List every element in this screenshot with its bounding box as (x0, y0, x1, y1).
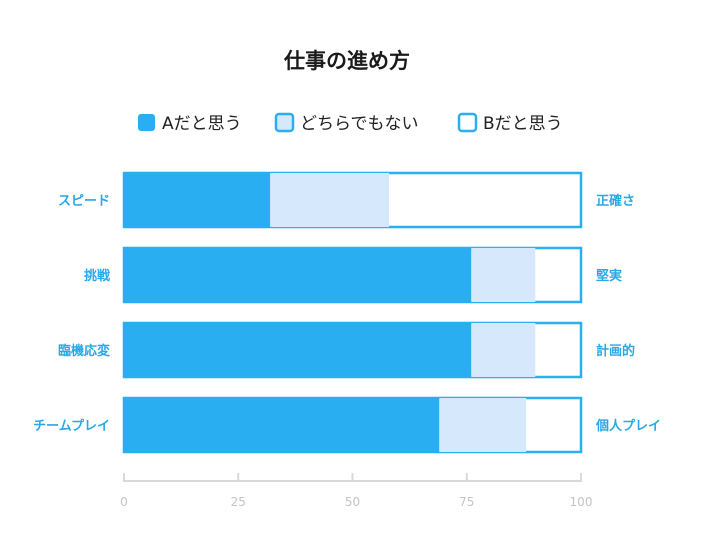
bar-segment-0-1 (270, 173, 390, 227)
category-label-right-1: 堅実 (596, 268, 622, 284)
x-tick-label-1: 25 (231, 495, 246, 509)
category-label-right-0: 正確さ (596, 193, 635, 209)
legend-swatch-0 (138, 114, 155, 131)
x-tick-label-4: 100 (570, 495, 593, 509)
legend-label-1: どちらでもない (300, 114, 419, 134)
legend: Aだと思う どちらでもない Bだと思う (138, 112, 563, 134)
category-label-left-1: 挑戦 (84, 268, 111, 284)
bar-segment-2-0 (124, 323, 472, 377)
bars (122, 171, 583, 454)
bar-segment-0-0 (124, 173, 271, 227)
category-label-left-3: チームプレイ (33, 419, 110, 434)
x-tick-label-2: 50 (345, 495, 360, 509)
legend-swatch-1 (274, 112, 295, 133)
category-label-right-2: 計画的 (596, 343, 635, 359)
legend-swatch-2 (457, 112, 478, 133)
legend-label-2: Bだと思う (483, 114, 563, 134)
bar-segment-2-1 (471, 323, 536, 377)
x-tick-label-0: 0 (120, 495, 128, 509)
x-tick-label-3: 75 (459, 495, 474, 509)
bar-segment-1-1 (471, 248, 536, 302)
bar-segment-1-0 (124, 248, 472, 302)
category-label-right-3: 個人プレイ (595, 418, 661, 434)
category-label-left-0: スピード (58, 194, 110, 209)
bar-segment-3-1 (439, 398, 527, 452)
chart-title: 仕事の進め方 (283, 49, 410, 73)
category-label-left-2: 臨機応変 (58, 343, 110, 359)
bar-segment-3-0 (124, 398, 440, 452)
legend-label-0: Aだと思う (162, 114, 242, 134)
x-axis: 0 25 50 75 100 (120, 473, 592, 509)
